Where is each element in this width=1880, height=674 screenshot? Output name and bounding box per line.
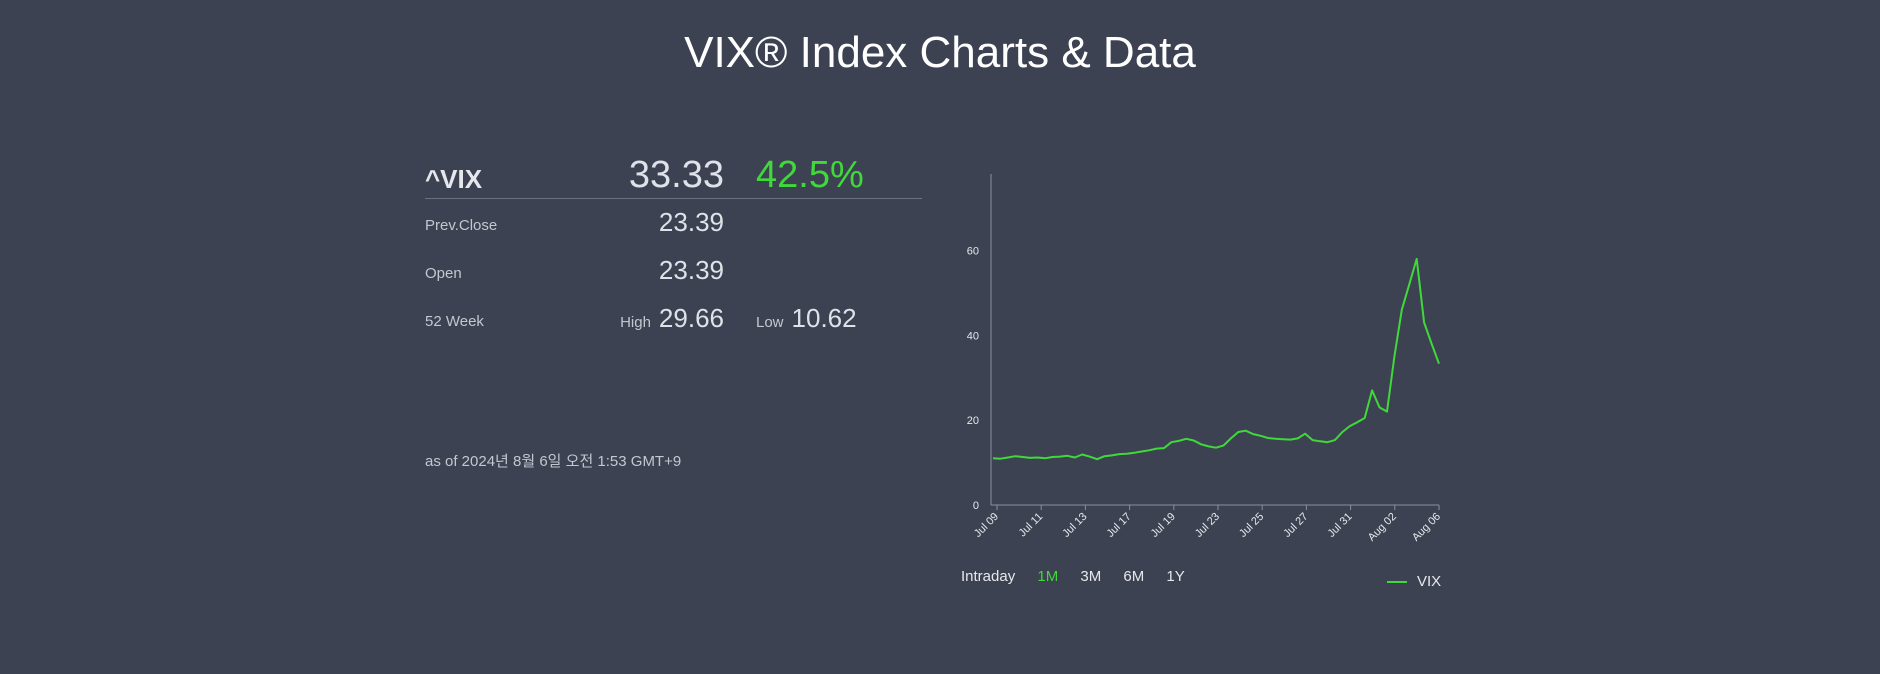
y-tick-label: 60	[967, 245, 979, 257]
low-label: Low	[756, 314, 784, 331]
x-tick-label: Aug 06	[1410, 511, 1443, 544]
range-selector: Intraday 1M 3M 6M 1Y	[961, 568, 1203, 585]
quote-panel: ^VIX 33.33 42.5% Prev.Close 23.39 Open 2…	[425, 150, 922, 343]
week52-label: 52 Week	[425, 313, 484, 330]
low-value: 10.62	[791, 303, 857, 333]
week52-high: High 29.66	[620, 303, 724, 334]
high-value: 29.66	[658, 303, 724, 333]
x-tick-label: Jul 17	[1104, 511, 1133, 540]
range-1y[interactable]: 1Y	[1166, 568, 1185, 585]
prev-close-label: Prev.Close	[425, 217, 498, 234]
open-value: 23.39	[658, 255, 724, 285]
vix-series-line	[992, 257, 1440, 461]
y-tick-label: 0	[973, 500, 979, 512]
prev-close-row: Prev.Close 23.39	[425, 199, 922, 247]
high-label: High	[620, 314, 651, 331]
range-1m[interactable]: 1M	[1037, 568, 1059, 585]
x-tick-label: Jul 27	[1281, 511, 1310, 540]
chart-legend[interactable]: VIX	[1387, 573, 1441, 590]
x-tick-label: Jul 13	[1060, 511, 1089, 540]
legend-swatch	[1387, 581, 1407, 584]
ticker-symbol: ^VIX	[425, 164, 483, 194]
x-tick-label: Jul 23	[1193, 511, 1222, 540]
page-title: VIX® Index Charts & Data	[684, 28, 1196, 77]
prev-close-value: 23.39	[658, 207, 724, 237]
last-price: 33.33	[628, 154, 724, 196]
percent-change: 42.5%	[756, 154, 864, 196]
open-label: Open	[425, 265, 462, 282]
x-tick-label: Aug 02	[1366, 511, 1399, 544]
y-tick-label: 20	[967, 415, 979, 427]
x-tick-label: Jul 11	[1017, 511, 1046, 540]
x-tick-label: Jul 09	[972, 511, 1001, 540]
legend-label: VIX	[1417, 573, 1442, 590]
as-of-timestamp: as of 2024년 8월 6일 오전 1:53 GMT+9	[425, 453, 682, 470]
range-intraday[interactable]: Intraday	[961, 568, 1016, 585]
range-3m[interactable]: 3M	[1080, 568, 1102, 585]
week52-row: 52 Week High 29.66 Low 10.62	[425, 295, 922, 343]
week52-low: Low 10.62	[756, 303, 857, 334]
x-tick-label: Jul 19	[1149, 511, 1178, 540]
quote-header: ^VIX 33.33 42.5%	[425, 150, 922, 199]
x-tick-label: Jul 25	[1237, 511, 1266, 540]
y-tick-label: 40	[967, 330, 979, 342]
x-tick-label: Jul 31	[1325, 511, 1354, 540]
range-6m[interactable]: 6M	[1123, 568, 1145, 585]
open-row: Open 23.39	[425, 247, 922, 295]
vix-line-chart: 0 20 40 60 Jul 09 Jul 11 Jul 13 Jul 17 Jul 19 Jul…	[967, 174, 1443, 544]
